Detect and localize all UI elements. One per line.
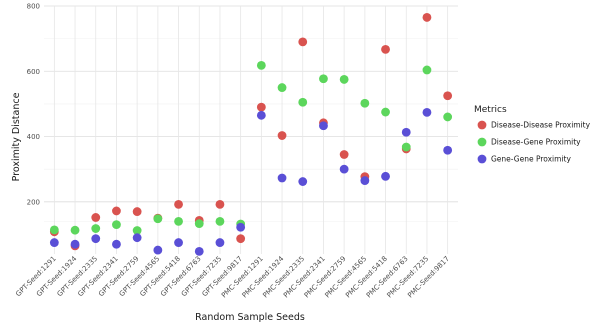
disease-disease-proximity-point bbox=[132, 207, 142, 216]
disease-gene-proximity-point bbox=[256, 60, 266, 70]
gene-gene-proximity-point bbox=[360, 176, 370, 185]
disease-gene-proximity-point bbox=[277, 83, 287, 92]
disease-disease-proximity-legend-marker bbox=[477, 120, 487, 130]
y-tick-label: 800 bbox=[27, 3, 40, 11]
disease-gene-proximity-point bbox=[422, 65, 432, 75]
disease-gene-proximity-point bbox=[194, 219, 204, 229]
disease-gene-proximity-point bbox=[401, 142, 411, 152]
gene-gene-proximity-point bbox=[401, 127, 411, 137]
disease-disease-proximity-point bbox=[174, 200, 183, 209]
disease-disease-proximity-legend-label: Disease-Disease Proximity bbox=[491, 121, 591, 130]
disease-gene-proximity-legend-marker bbox=[477, 137, 487, 147]
disease-disease-proximity-point bbox=[443, 91, 453, 101]
gene-gene-proximity-point bbox=[112, 239, 121, 249]
disease-disease-proximity-point bbox=[339, 150, 349, 159]
disease-disease-proximity-point bbox=[236, 234, 246, 244]
gene-gene-proximity-point bbox=[215, 238, 225, 247]
gene-gene-proximity-point bbox=[70, 239, 80, 249]
gene-gene-proximity-legend-marker bbox=[477, 154, 487, 164]
gene-gene-proximity-point bbox=[422, 107, 432, 117]
disease-gene-proximity-point bbox=[339, 75, 349, 84]
disease-disease-proximity-point bbox=[277, 131, 287, 140]
disease-gene-proximity-point bbox=[319, 74, 328, 84]
disease-disease-proximity-point bbox=[215, 200, 225, 209]
data-points bbox=[49, 13, 453, 256]
gene-gene-proximity-point bbox=[443, 145, 453, 155]
gene-gene-proximity-point bbox=[132, 233, 142, 243]
disease-gene-proximity-point bbox=[174, 216, 183, 226]
disease-gene-proximity-point bbox=[112, 220, 121, 230]
gene-gene-proximity-point bbox=[91, 234, 101, 244]
disease-gene-proximity-point bbox=[153, 214, 163, 224]
disease-disease-proximity-point bbox=[256, 102, 266, 112]
disease-gene-proximity-point bbox=[381, 107, 390, 117]
gene-gene-proximity-point bbox=[319, 121, 328, 131]
disease-disease-proximity-point bbox=[112, 206, 121, 216]
disease-gene-proximity-point bbox=[360, 98, 370, 108]
gene-gene-proximity-point bbox=[194, 246, 204, 256]
y-axis-title: Proximity Distance bbox=[11, 92, 22, 181]
y-tick-label: 400 bbox=[27, 133, 40, 141]
y-tick-label: 200 bbox=[27, 198, 40, 206]
disease-gene-proximity-legend-label: Disease-Gene Proximity bbox=[491, 138, 581, 147]
grid-lines bbox=[44, 5, 458, 254]
x-axis-title: Random Sample Seeds bbox=[195, 312, 305, 323]
disease-gene-proximity-point bbox=[91, 224, 101, 233]
gene-gene-proximity-point bbox=[256, 110, 266, 120]
x-tick-labels: GPT-Seed:1291GPT-Seed:1924GPT-Seed:2335G… bbox=[14, 254, 451, 299]
disease-disease-proximity-point bbox=[298, 37, 308, 47]
gene-gene-proximity-point bbox=[298, 177, 308, 186]
disease-gene-proximity-point bbox=[70, 225, 80, 235]
gene-gene-proximity-point bbox=[236, 222, 246, 232]
gene-gene-proximity-point bbox=[277, 173, 287, 183]
legend-title: Metrics bbox=[474, 105, 507, 115]
gene-gene-proximity-point bbox=[153, 245, 163, 255]
disease-disease-proximity-point bbox=[91, 213, 101, 222]
disease-gene-proximity-point bbox=[443, 112, 453, 122]
disease-gene-proximity-point bbox=[298, 97, 308, 107]
gene-gene-proximity-legend-label: Gene-Gene Proximity bbox=[491, 155, 571, 164]
disease-gene-proximity-point bbox=[215, 216, 225, 226]
disease-disease-proximity-point bbox=[422, 13, 432, 22]
gene-gene-proximity-point bbox=[339, 164, 349, 174]
gene-gene-proximity-point bbox=[49, 238, 59, 247]
y-tick-label: 600 bbox=[27, 68, 40, 76]
disease-disease-proximity-point bbox=[381, 45, 390, 54]
gene-gene-proximity-point bbox=[381, 171, 390, 181]
disease-gene-proximity-point bbox=[132, 226, 142, 235]
disease-gene-proximity-point bbox=[49, 225, 59, 235]
legend: Metrics Disease-Disease Proximity Disease… bbox=[474, 105, 591, 164]
y-tick-labels: 200 400 600 800 bbox=[27, 3, 40, 207]
gene-gene-proximity-point bbox=[174, 238, 183, 247]
